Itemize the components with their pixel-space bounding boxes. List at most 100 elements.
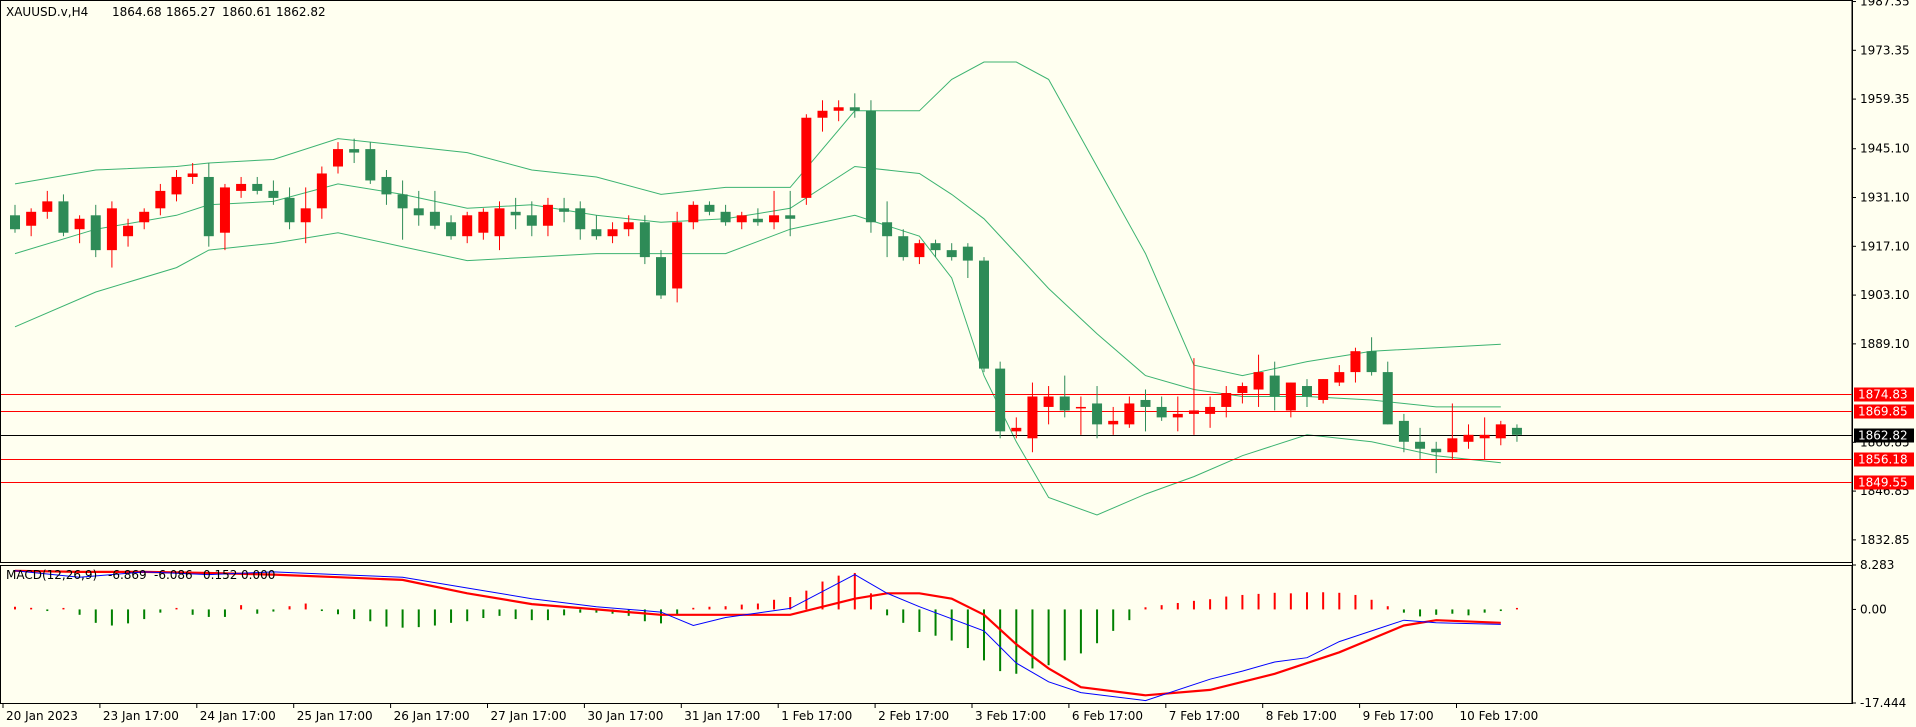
- macd-axis-tick-label: 8.283: [1860, 558, 1894, 572]
- macd-signal-line: [14, 569, 1501, 697]
- macd-header-histogram: 0.152: [203, 568, 237, 582]
- candle-body: [1043, 396, 1054, 407]
- price-axis-tick-label: 1973.35: [1860, 43, 1910, 57]
- macd-header-signal: -6.086: [154, 568, 193, 582]
- candle-body: [1495, 424, 1506, 439]
- candle-body: [1108, 420, 1119, 425]
- candle-body: [1140, 399, 1151, 407]
- chart-header-symbol: XAUUSD.v,H4: [6, 5, 88, 19]
- x-axis-tick-label: 23 Jan 17:00: [103, 709, 179, 723]
- x-axis-tick-label: 9 Feb 17:00: [1363, 709, 1434, 723]
- candle-body: [123, 225, 134, 237]
- x-axis-tick-label: 27 Jan 17:00: [491, 709, 567, 723]
- candle-body: [559, 208, 570, 212]
- candle-body: [801, 117, 812, 198]
- level-label-bg: [1854, 452, 1914, 467]
- candle-body: [155, 190, 166, 209]
- candle-body: [236, 183, 247, 191]
- candle-body: [1350, 351, 1361, 373]
- macd-header-label: MACD(12,26,9): [6, 568, 97, 582]
- candle-body: [704, 204, 715, 212]
- candle-body: [1269, 375, 1280, 397]
- candle-body: [1447, 438, 1458, 453]
- x-axis-tick-label: 7 Feb 17:00: [1169, 709, 1240, 723]
- candle-body: [1156, 406, 1167, 418]
- candle-body: [898, 236, 909, 258]
- candle-body: [1027, 396, 1038, 439]
- x-axis-tick-label: 2 Feb 17:00: [878, 709, 949, 723]
- macd-axis-tick-label: -17.444: [1860, 696, 1906, 710]
- candle-body: [1302, 386, 1312, 397]
- x-axis-tick-label: 24 Jan 17:00: [200, 709, 276, 723]
- price-axis-tick-label: 1959.35: [1860, 92, 1910, 106]
- candle-body: [542, 204, 553, 226]
- macd-pane[interactable]: 8.283 0.00 -17.444: [0, 558, 1907, 710]
- candle-body: [656, 257, 666, 296]
- candle-body: [1479, 434, 1490, 439]
- candle-body: [510, 211, 521, 216]
- candle-body: [219, 187, 230, 233]
- chart-header-open: 1864.68: [112, 5, 162, 19]
- candle-body: [1188, 410, 1199, 414]
- level-label: 1869.85: [1858, 405, 1908, 419]
- candle-body: [1075, 406, 1086, 409]
- candle-body: [1253, 372, 1264, 390]
- candle-body: [462, 215, 473, 237]
- candle-body: [1318, 379, 1329, 400]
- candle-body: [1124, 403, 1135, 425]
- candle-body: [478, 211, 489, 233]
- candle-body: [1205, 406, 1216, 414]
- macd-axis-tick-label: 0.00: [1860, 602, 1887, 616]
- candle-body: [591, 229, 602, 237]
- candle-body: [139, 211, 150, 223]
- candle-body: [769, 215, 780, 223]
- macd-main-line: [14, 570, 1501, 702]
- candle-body: [833, 107, 844, 111]
- price-axis-tick-label: 1931.10: [1860, 191, 1910, 205]
- candle-body: [1172, 413, 1183, 418]
- candle-body: [284, 197, 295, 223]
- candle-body: [1011, 427, 1022, 432]
- level-label-bg: [1854, 404, 1914, 419]
- candle-body: [914, 243, 925, 258]
- candle-body: [349, 149, 360, 153]
- candle-body: [381, 176, 392, 195]
- candle-body: [1059, 396, 1070, 411]
- candle-body: [397, 194, 408, 209]
- candle-body: [58, 201, 69, 233]
- candle-body: [1237, 386, 1248, 394]
- candle-body: [494, 208, 505, 237]
- chart-header-low: 1860.61: [222, 5, 272, 19]
- price-axis-tick-label: 1903.10: [1860, 288, 1910, 302]
- chart-header-high: 1865.27: [166, 5, 216, 19]
- macd-header-main: -6.869: [108, 568, 147, 582]
- candle-body: [849, 107, 860, 111]
- candle-body: [446, 222, 457, 237]
- candle-body: [979, 260, 989, 369]
- candle-body: [995, 368, 1006, 432]
- candle-body: [672, 222, 683, 289]
- price-axis-tick-label: 1945.10: [1860, 142, 1910, 156]
- candle-body: [1463, 434, 1474, 442]
- price-pane[interactable]: 1987.35 1973.35 1959.35 1945.10 1931.10 1917.…: [0, 0, 1915, 563]
- candle-body: [1382, 372, 1393, 425]
- price-axis-tick-label: 1832.85: [1860, 533, 1910, 547]
- candle-body: [252, 183, 263, 191]
- x-axis-tick-label: 26 Jan 17:00: [394, 709, 470, 723]
- candle-body: [1431, 448, 1442, 453]
- candle-body: [203, 176, 214, 237]
- candle-body: [268, 190, 279, 198]
- candle-body: [865, 110, 876, 223]
- candle-body: [187, 173, 198, 177]
- candle-body: [42, 201, 53, 212]
- candle-body: [930, 243, 941, 251]
- price-axis-tick-label: 1917.10: [1860, 239, 1910, 253]
- candle-body: [429, 211, 440, 226]
- candle-body: [720, 211, 731, 223]
- candle-body: [316, 173, 327, 209]
- candle-body: [1092, 403, 1103, 425]
- candle-body: [639, 222, 650, 258]
- candle-body: [1285, 382, 1296, 411]
- candle-body: [10, 215, 20, 230]
- x-axis-tick-label: 31 Jan 17:00: [684, 709, 760, 723]
